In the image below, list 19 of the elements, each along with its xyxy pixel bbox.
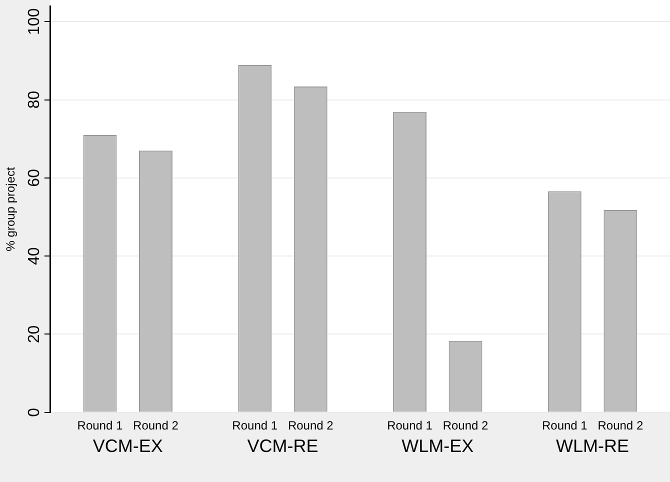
y-tick-label: 20: [26, 325, 43, 344]
text: Round 2: [442, 418, 488, 433]
y-tick-label: 40: [26, 247, 43, 265]
y-tick-label: 60: [26, 168, 43, 187]
text: Round 2: [598, 418, 644, 433]
series-label: Round 2: [133, 418, 179, 433]
x-tick-label: VCM-RE: [247, 436, 318, 456]
series-label: Round 1: [232, 418, 278, 433]
text: Round 1: [387, 418, 432, 433]
x-tick-label: WLM-EX: [402, 436, 474, 456]
y-tick-label: 0: [26, 408, 43, 417]
x-tick-label: VCM-EX: [92, 436, 163, 456]
x-tick-label: WLM-RE: [556, 436, 630, 456]
text: Round 1: [77, 418, 123, 433]
y-tick-label: 100: [26, 8, 43, 35]
text: Round 2: [288, 418, 334, 433]
y-tick-label: 80: [26, 90, 43, 109]
y-axis-title: % group project: [4, 166, 18, 252]
text: Round 1: [542, 418, 588, 433]
